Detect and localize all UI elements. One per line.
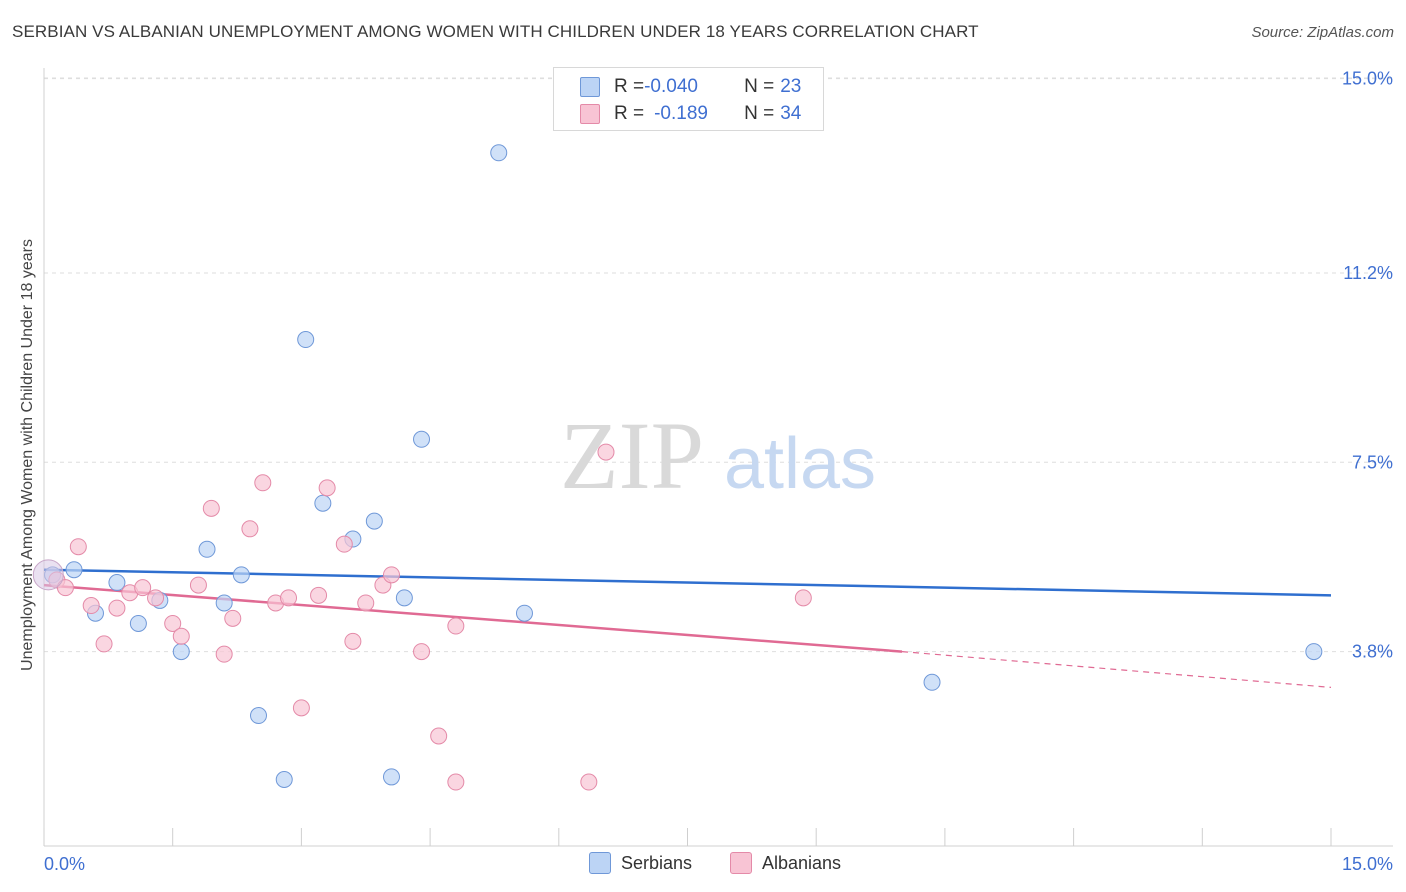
legend-r-label: R = xyxy=(614,103,645,124)
bottom-legend-label-serbians: Serbians xyxy=(621,852,693,873)
point-albanians xyxy=(310,586,328,604)
watermark-zip: ZIP xyxy=(560,402,704,509)
point-serbians xyxy=(275,770,293,788)
point-albanians xyxy=(280,589,298,607)
point-albanians xyxy=(108,599,126,617)
axes xyxy=(43,68,1393,847)
legend-swatch-serbians xyxy=(580,77,600,97)
point-serbians xyxy=(108,574,126,592)
y-tick-label: 11.2% xyxy=(1343,263,1393,283)
point-serbians xyxy=(490,144,508,162)
trend-lines xyxy=(43,568,1332,689)
bottom-legend-swatch-albanians xyxy=(730,852,752,874)
x-tick-label-max: 15.0% xyxy=(1342,854,1393,874)
y-tick-label: 3.8% xyxy=(1352,642,1393,662)
point-albanians xyxy=(69,538,87,556)
point-serbians xyxy=(232,566,250,584)
y-tick-label: 7.5% xyxy=(1352,452,1393,472)
bottom-legend-swatch-serbians xyxy=(589,852,611,874)
legend-n-label: N = xyxy=(744,76,775,97)
point-albanians xyxy=(382,566,400,584)
bottom-legend-serbians: Serbians xyxy=(589,852,692,874)
bottom-legend-label-albanians: Albanians xyxy=(762,852,842,873)
trend-line-serbians xyxy=(43,568,1332,597)
point-albanians xyxy=(292,699,310,717)
legend-r-value: -0.040 xyxy=(644,76,698,97)
y-tick-labels: 3.8% 7.5% 11.2% 15.0% xyxy=(1342,69,1393,662)
point-albanians xyxy=(215,645,233,663)
x-tick-labels: 0.0% 15.0% xyxy=(44,854,1393,874)
point-albanians xyxy=(134,579,152,597)
trend-line-albanians xyxy=(43,583,903,653)
point-albanians xyxy=(56,579,74,597)
point-albanians xyxy=(413,643,431,661)
point-albanians xyxy=(224,609,242,627)
point-serbians xyxy=(314,494,332,512)
point-serbians xyxy=(65,561,83,579)
point-albanians xyxy=(794,589,812,607)
point-serbians xyxy=(215,594,233,612)
point-albanians xyxy=(254,474,272,492)
point-albanians xyxy=(597,443,615,461)
point-albanians xyxy=(147,589,165,607)
point-albanians xyxy=(189,576,207,594)
data-points xyxy=(32,144,1323,791)
point-albanians xyxy=(344,632,362,650)
point-albanians xyxy=(447,773,465,791)
point-serbians xyxy=(365,512,383,530)
legend-row-albanians: R = -0.189 N = 34 xyxy=(580,102,801,126)
legend-swatch-albanians xyxy=(580,104,600,124)
point-serbians xyxy=(297,331,315,349)
y-tick-label: 15.0% xyxy=(1342,69,1393,89)
point-serbians xyxy=(413,430,431,448)
grid-lines xyxy=(44,77,1393,653)
source-label: Source: ZipAtlas.com xyxy=(1251,24,1394,41)
x-axis-ticks xyxy=(43,828,1332,846)
point-albanians xyxy=(82,597,100,615)
legend-n-value: 34 xyxy=(780,103,802,124)
legend-row-serbians: R = -0.040 N = 23 xyxy=(580,75,801,99)
point-serbians xyxy=(250,707,267,725)
point-serbians xyxy=(515,604,533,622)
watermark: ZIP atlas xyxy=(560,402,876,509)
point-albanians xyxy=(430,727,448,745)
point-serbians xyxy=(923,673,941,691)
legend-r-label: R = xyxy=(614,76,645,97)
bottom-legend-albanians: Albanians xyxy=(730,852,841,874)
x-tick-label-min: 0.0% xyxy=(44,854,85,874)
point-albanians xyxy=(164,614,182,632)
legend: R = -0.040 N = 23 R = -0.189 N = 34 xyxy=(553,67,824,131)
trend-line-dashed-albanians xyxy=(901,650,1332,689)
point-serbians xyxy=(172,643,190,661)
point-albanians xyxy=(172,627,190,645)
chart-title: SERBIAN VS ALBANIAN UNEMPLOYMENT AMONG W… xyxy=(12,22,979,41)
point-albanians xyxy=(95,635,113,653)
point-albanians xyxy=(357,594,375,612)
point-albanians xyxy=(447,617,465,635)
point-serbians xyxy=(129,614,147,632)
point-serbians xyxy=(382,768,400,786)
point-serbians xyxy=(1305,643,1323,661)
legend-n-label: N = xyxy=(744,103,775,124)
point-serbians xyxy=(198,540,216,558)
legend-r-value: -0.189 xyxy=(654,103,708,124)
point-albanians xyxy=(335,535,353,553)
point-albanians xyxy=(202,499,220,517)
point-albanians xyxy=(318,479,336,497)
legend-n-value: 23 xyxy=(780,76,802,97)
y-axis-label: Unemployment Among Women with Children U… xyxy=(19,239,36,671)
point-albanians xyxy=(241,520,259,538)
point-cluster xyxy=(32,559,64,591)
watermark-atlas: atlas xyxy=(724,424,876,504)
point-albanians xyxy=(580,773,598,791)
point-serbians xyxy=(395,589,413,607)
